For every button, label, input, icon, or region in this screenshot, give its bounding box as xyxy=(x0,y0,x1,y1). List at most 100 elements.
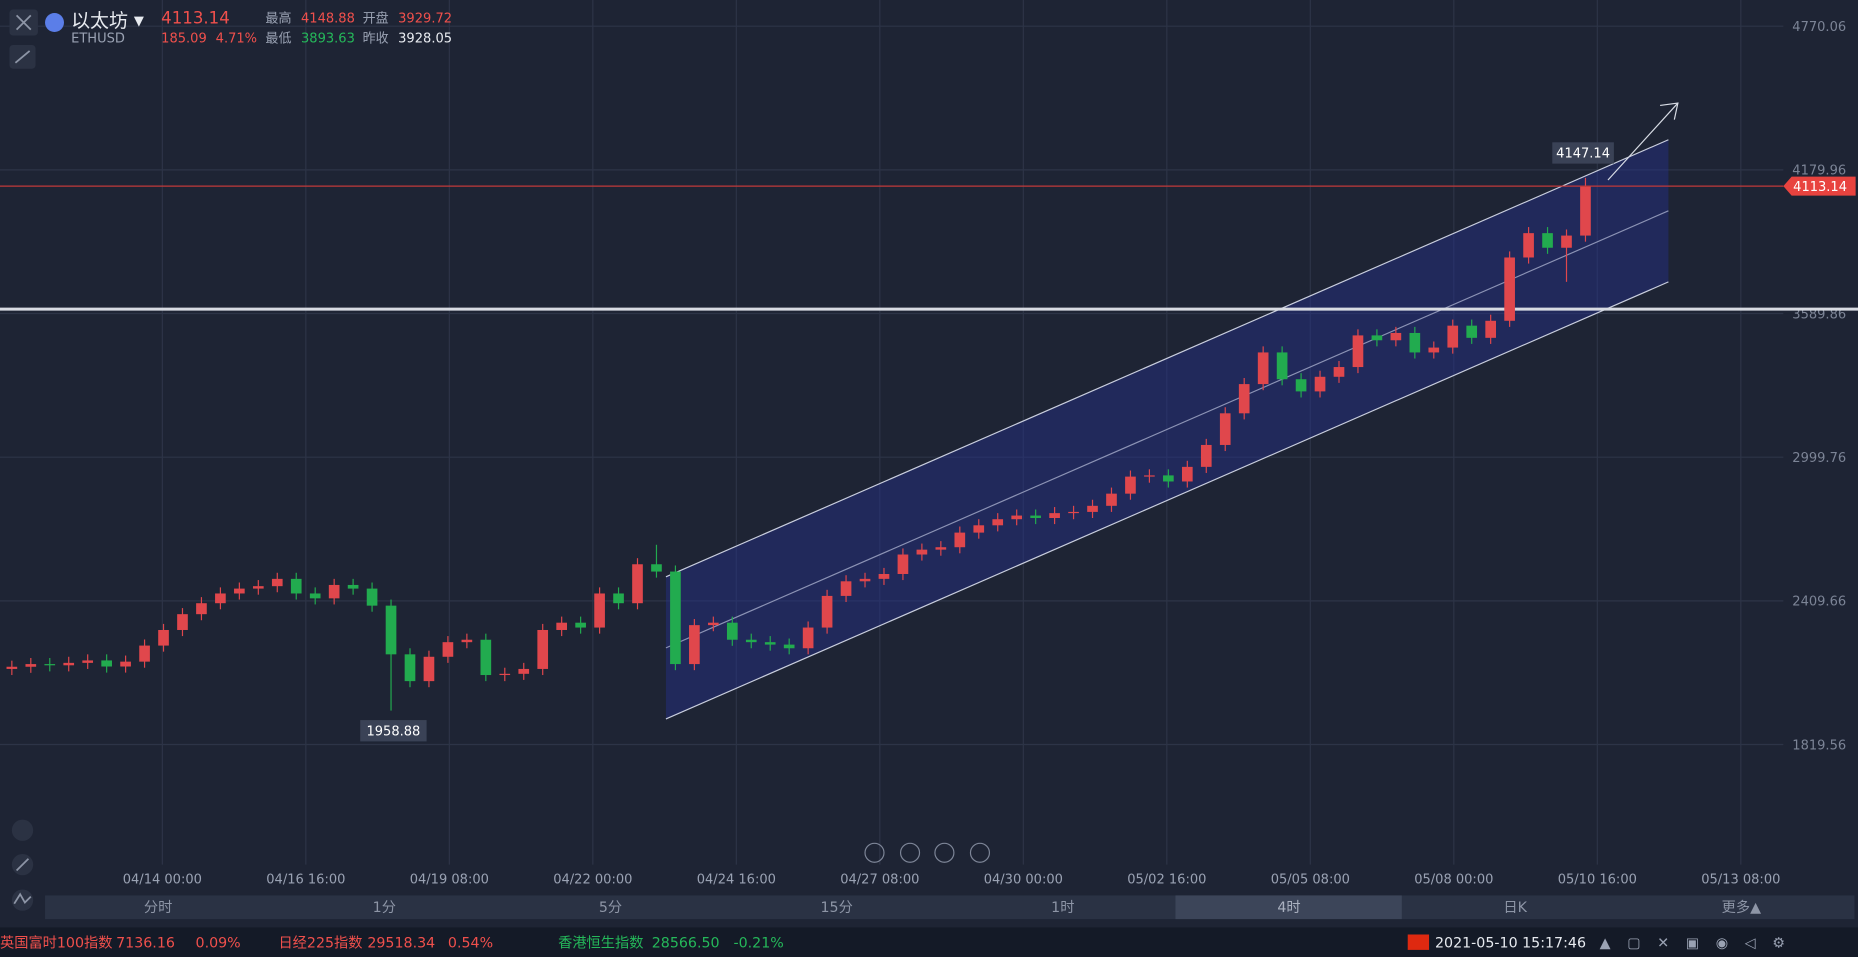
index-name[interactable]: 日经225指数 xyxy=(278,934,363,952)
candle-body xyxy=(1504,257,1515,321)
candle-body xyxy=(821,595,833,628)
candle-body xyxy=(783,644,795,649)
period-tab[interactable]: 15分 xyxy=(820,898,853,916)
candle-body xyxy=(1466,325,1478,338)
period-tab[interactable]: 5分 xyxy=(598,898,623,916)
period-tab[interactable]: 1时 xyxy=(1051,898,1075,916)
candle-body xyxy=(1447,325,1459,348)
channel-line xyxy=(665,139,1669,578)
candle-body xyxy=(499,673,511,676)
candle-body xyxy=(1125,476,1136,494)
period-tab[interactable]: 更多▲ xyxy=(1721,898,1762,916)
candle-body xyxy=(518,668,530,674)
candle-body xyxy=(1276,352,1288,380)
candle-body xyxy=(1523,233,1534,258)
channel-line xyxy=(665,210,1669,649)
stat-label: 昨收 xyxy=(362,30,389,47)
x-tick-label: 04/27 08:00 xyxy=(840,873,919,888)
channel-line xyxy=(665,281,1669,720)
price: 4113.14 xyxy=(161,9,230,29)
period-tab[interactable]: 4时 xyxy=(1175,895,1403,920)
stat-label: 最低 xyxy=(265,30,292,47)
last-price-tag xyxy=(1783,176,1856,196)
low-marker-box xyxy=(360,720,427,742)
candle-body xyxy=(44,664,56,666)
y-tick-label: 4179.96 xyxy=(1792,164,1846,179)
candle-body xyxy=(651,564,662,572)
candle-body xyxy=(840,581,852,596)
y-tick-label: 1819.56 xyxy=(1792,738,1846,753)
candle-body xyxy=(973,525,985,533)
candle-body xyxy=(1181,466,1193,482)
candle-body xyxy=(594,593,605,628)
candle-body xyxy=(480,639,492,676)
coin-name[interactable]: 以太坊 xyxy=(71,9,128,32)
candle-body xyxy=(423,656,435,682)
period-tab[interactable]: 1分 xyxy=(372,898,396,916)
symbol: ETHUSD xyxy=(71,30,125,47)
candle-body xyxy=(196,603,207,615)
candle-body xyxy=(271,578,283,587)
candle-body xyxy=(25,664,37,667)
candle-body xyxy=(1371,335,1383,341)
candle-body xyxy=(101,660,112,667)
candle-body xyxy=(1144,475,1155,477)
x-tick-label: 05/13 08:00 xyxy=(1701,873,1780,888)
grid xyxy=(0,0,1784,865)
x-tick-label: 05/08 00:00 xyxy=(1414,873,1493,888)
candle-body xyxy=(328,584,340,599)
candle-body xyxy=(745,639,757,643)
period-tab[interactable]: 日K xyxy=(1503,898,1527,916)
candle-body xyxy=(878,573,890,579)
candle-body xyxy=(234,588,245,594)
candle-body xyxy=(442,642,454,657)
candle-body xyxy=(1580,186,1591,236)
candle-body xyxy=(537,629,549,669)
candle-body xyxy=(1390,332,1402,341)
candle-body xyxy=(1238,384,1250,414)
y-tick-label: 2999.76 xyxy=(1792,451,1846,466)
candle-body xyxy=(1561,235,1572,248)
period-tab[interactable]: 分时 xyxy=(143,898,173,916)
nav-controls[interactable] xyxy=(864,842,991,863)
candle-body xyxy=(63,662,75,666)
candle-body xyxy=(632,564,643,604)
candle-body xyxy=(139,645,150,662)
index-name[interactable]: 香港恒生指数 xyxy=(558,934,644,952)
candle-body xyxy=(1485,320,1496,338)
y-tick-label: 3589.86 xyxy=(1792,307,1846,322)
candle-body xyxy=(764,642,776,645)
y-tick-label: 4770.06 xyxy=(1792,20,1846,35)
candle-body xyxy=(935,547,947,550)
high-marker-box xyxy=(1552,142,1614,164)
candle-body xyxy=(859,578,871,582)
index-change: 0.09% xyxy=(195,934,241,952)
left-toolbar[interactable] xyxy=(9,9,38,911)
candle-body xyxy=(1409,332,1421,353)
candle-body xyxy=(897,554,909,574)
x-tick-label: 04/14 00:00 xyxy=(123,873,202,888)
x-tick-label: 04/30 00:00 xyxy=(984,873,1063,888)
candle-body xyxy=(1219,413,1231,445)
index-value: 29518.34 xyxy=(367,934,436,952)
index-change: 0.54% xyxy=(447,934,494,952)
low-marker: 1958.88 xyxy=(366,724,420,739)
coin-icon xyxy=(45,13,64,32)
candle-body xyxy=(347,584,359,589)
candle-body xyxy=(575,622,586,628)
candle-body xyxy=(6,666,18,669)
change: 185.09 xyxy=(161,30,207,47)
stat-label: 最高 xyxy=(265,10,292,27)
dropdown-arrow[interactable]: ▼ xyxy=(133,13,144,29)
arrow-head xyxy=(1660,102,1679,120)
candle-body xyxy=(120,661,131,667)
candle-body xyxy=(689,625,700,665)
candle-body xyxy=(1333,367,1345,377)
index-value: 7136.16 xyxy=(116,934,175,952)
toolbar-icons[interactable]: ▲▢✕▣◉◁⚙ xyxy=(1599,934,1802,952)
index-name[interactable]: 英国富时100指数 xyxy=(0,934,113,952)
last-price-label: 4113.14 xyxy=(1793,180,1847,195)
candle-body xyxy=(1428,347,1440,353)
candle-body xyxy=(1163,475,1174,482)
